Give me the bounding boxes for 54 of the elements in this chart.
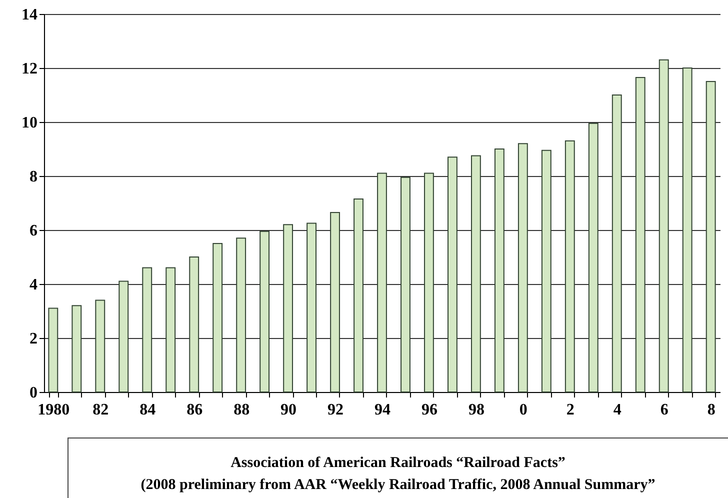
bar <box>494 148 504 392</box>
bar <box>588 122 598 392</box>
bar <box>377 172 387 392</box>
x-tick-label: 0 <box>519 402 528 418</box>
y-tick-label: 12 <box>22 60 38 78</box>
x-tick-label: 84 <box>140 402 156 418</box>
bar <box>706 81 716 392</box>
x-tick-label: 82 <box>92 402 109 418</box>
x-tick-label: 88 <box>234 402 250 418</box>
x-tick-label: 98 <box>468 402 484 418</box>
x-tick-label: 8 <box>707 402 716 418</box>
bar <box>635 76 646 392</box>
bar <box>72 305 82 392</box>
x-tick-label: 6 <box>660 402 668 418</box>
bar <box>166 267 176 392</box>
bar <box>354 198 364 392</box>
bar <box>330 212 340 392</box>
y-tick-label: 10 <box>22 114 38 132</box>
bar <box>306 222 316 392</box>
y-tick-label: 4 <box>30 276 38 294</box>
bar <box>448 156 458 392</box>
x-tick-label: 96 <box>421 402 438 418</box>
bar <box>236 238 246 392</box>
y-tick-label: 0 <box>30 384 38 402</box>
x-tick-label: 4 <box>613 402 622 418</box>
bar <box>142 267 152 392</box>
bar <box>612 94 622 392</box>
bar <box>260 230 270 392</box>
text: Association of American Railroads “Railroad Facts” <box>230 455 566 471</box>
bar <box>518 143 528 392</box>
bar <box>95 300 106 392</box>
bar <box>682 68 692 392</box>
x-tick-label: 1980 <box>38 402 70 418</box>
bar <box>212 243 223 392</box>
bar <box>658 59 669 392</box>
bar <box>189 256 200 392</box>
x-tick-label: 92 <box>328 402 344 418</box>
bar <box>470 155 481 392</box>
bar <box>541 150 552 392</box>
bar <box>400 176 410 392</box>
y-tick-label: 2 <box>30 330 38 348</box>
bar <box>564 140 575 392</box>
x-tick-label: 86 <box>186 402 203 418</box>
y-tick-label: 6 <box>30 222 38 240</box>
bar <box>48 308 58 392</box>
x-tick-label: 90 <box>280 402 297 418</box>
y-tick-label: 8 <box>30 168 38 186</box>
bar <box>283 224 294 392</box>
text: (2008 preliminary from AAR “Weekly Railroad Traffic, 2008 Annual Summary” <box>140 477 656 493</box>
bar <box>118 280 129 392</box>
bar <box>424 172 434 392</box>
y-tick-label: 14 <box>22 6 38 24</box>
x-tick-label: 2 <box>566 402 574 418</box>
x-tick-label: 94 <box>374 402 390 418</box>
